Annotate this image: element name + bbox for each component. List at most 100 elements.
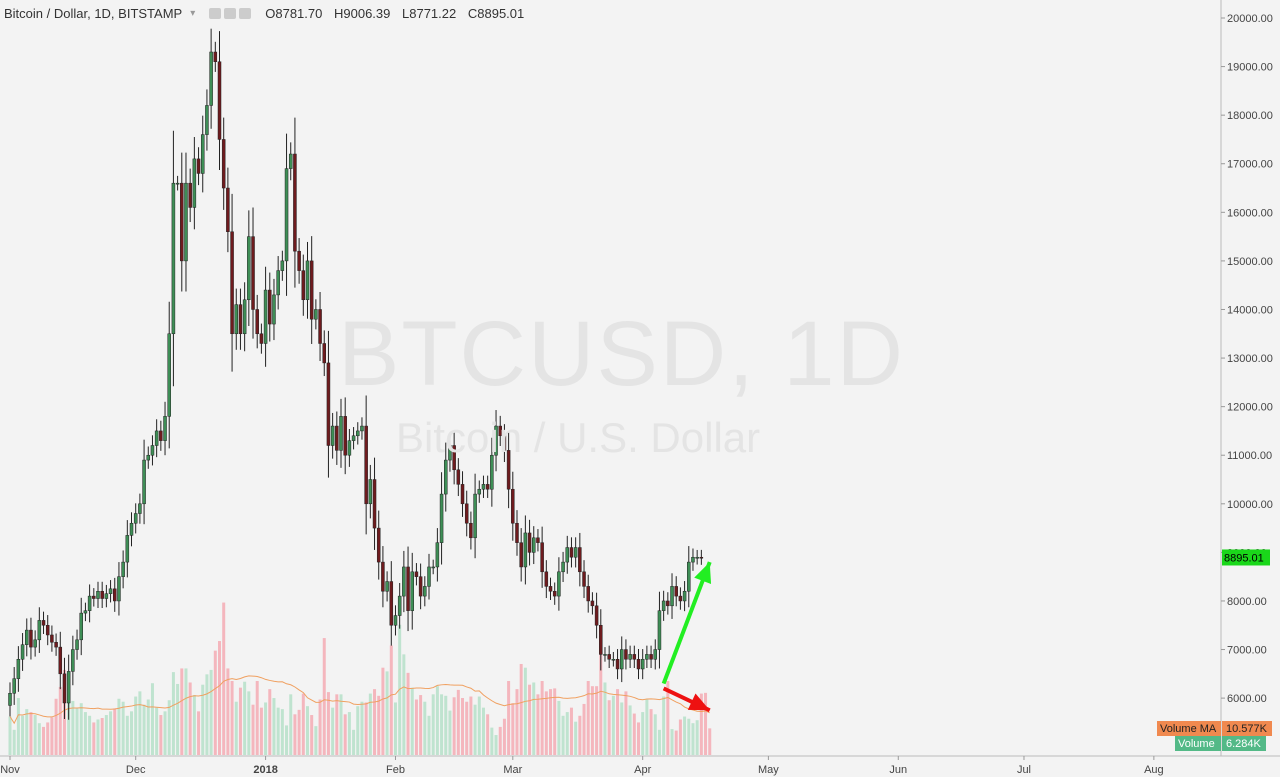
candle-body xyxy=(163,416,167,441)
volume-bar xyxy=(326,692,330,755)
volume-bar xyxy=(184,668,188,755)
candle-body xyxy=(393,615,398,626)
volume-bar xyxy=(465,701,469,755)
volume-bar xyxy=(50,717,54,755)
volume-bar xyxy=(595,686,599,755)
volume-bar xyxy=(142,704,146,755)
volume-bar xyxy=(498,726,502,755)
close-icon[interactable] xyxy=(239,7,252,19)
candle-body xyxy=(268,289,272,325)
volume-ma-tag-label-bg xyxy=(1157,721,1221,736)
volume-bar xyxy=(247,691,251,755)
candle-body xyxy=(469,522,473,539)
volume-bar xyxy=(293,714,297,755)
candle-body xyxy=(670,586,674,607)
volume-bar xyxy=(691,723,695,755)
candle-body xyxy=(682,590,687,602)
volume-bar xyxy=(494,735,498,755)
candle-body xyxy=(54,642,58,648)
volume-bar xyxy=(25,709,29,755)
volume-bar xyxy=(305,706,309,755)
volume-bar xyxy=(553,688,557,755)
volume-bar xyxy=(582,703,586,755)
candle-body xyxy=(335,425,339,451)
candle-body xyxy=(221,139,226,189)
x-tick-label: Dec xyxy=(126,764,146,776)
x-tick-label: Jun xyxy=(889,764,907,776)
candle-body xyxy=(687,561,691,592)
volume-bar xyxy=(414,699,418,755)
candle-body xyxy=(314,309,318,320)
candle-body xyxy=(527,532,532,553)
volume-bar xyxy=(515,689,519,755)
volume-bar xyxy=(624,691,628,755)
candle-body xyxy=(376,527,381,563)
volume-tag-value: 6.284K xyxy=(1226,738,1262,750)
x-tick-label: Feb xyxy=(386,764,405,776)
candle-body xyxy=(402,566,406,597)
candle-body xyxy=(133,513,138,524)
red-arrow-head xyxy=(687,693,710,711)
volume-bar xyxy=(435,686,439,755)
volume-bar xyxy=(188,682,192,755)
volume-bar xyxy=(67,685,71,755)
candle-body xyxy=(129,522,134,536)
volume-bar xyxy=(146,699,150,755)
symbol-title[interactable]: Bitcoin / Dollar, 1D, BITSTAMP xyxy=(4,5,183,21)
volume-bar xyxy=(322,638,326,755)
volume-tag-label: Volume xyxy=(1178,738,1215,750)
dropdown-caret-icon[interactable]: ▾ xyxy=(190,7,196,19)
volume-bar xyxy=(197,711,201,755)
volume-bar xyxy=(444,695,448,755)
volume-bar xyxy=(301,693,305,755)
volume-bar xyxy=(272,698,276,755)
y-tick-label: 8000.00 xyxy=(1227,596,1267,608)
candle-body xyxy=(611,659,616,661)
volume-bar xyxy=(620,702,624,755)
candle-body xyxy=(117,576,121,602)
candle-body xyxy=(498,425,502,437)
volume-bar xyxy=(528,684,532,755)
x-tick-label: May xyxy=(758,764,779,776)
candle-body xyxy=(536,537,540,543)
volume-bar xyxy=(289,694,293,755)
candle-body xyxy=(544,571,549,587)
candle-body xyxy=(37,620,42,641)
open-value: 8781.70 xyxy=(275,5,323,21)
volume-bar xyxy=(419,695,423,755)
volume-bar xyxy=(423,701,427,755)
eye-icon[interactable] xyxy=(209,7,222,19)
candle-body xyxy=(573,547,578,558)
low-value: 8771.22 xyxy=(409,5,457,21)
settings-icon[interactable] xyxy=(224,7,237,19)
candle-body xyxy=(196,158,201,174)
candle-body xyxy=(159,430,163,441)
candle-body xyxy=(628,654,632,660)
volume-bar xyxy=(385,671,389,755)
candle-body xyxy=(695,556,699,559)
volume-bar xyxy=(373,689,377,755)
candle-body xyxy=(259,333,264,344)
candle-body xyxy=(125,535,130,563)
candle-body xyxy=(150,445,155,456)
candle-body xyxy=(200,134,205,174)
y-tick-label: 7000.00 xyxy=(1227,645,1267,657)
candle-body xyxy=(619,649,624,670)
volume-bar xyxy=(12,729,16,755)
volume-bar xyxy=(192,695,196,755)
chart-header: Bitcoin / Dollar, 1D, BITSTAMP ▾ O8781.7… xyxy=(0,0,524,26)
volume-bar xyxy=(255,681,259,755)
volume-bar xyxy=(347,712,351,755)
volume-bar xyxy=(352,729,356,755)
candle-body xyxy=(590,600,595,607)
x-tick-label: Aug xyxy=(1144,764,1164,776)
volume-bar xyxy=(389,645,393,755)
y-tick-label: 11000.00 xyxy=(1227,450,1272,462)
volume-bar xyxy=(16,698,20,755)
candle-body xyxy=(565,547,570,563)
candle-body xyxy=(142,459,146,505)
visibility-controls[interactable] xyxy=(209,7,252,19)
candle-body xyxy=(251,236,255,310)
candle-body xyxy=(8,693,12,706)
